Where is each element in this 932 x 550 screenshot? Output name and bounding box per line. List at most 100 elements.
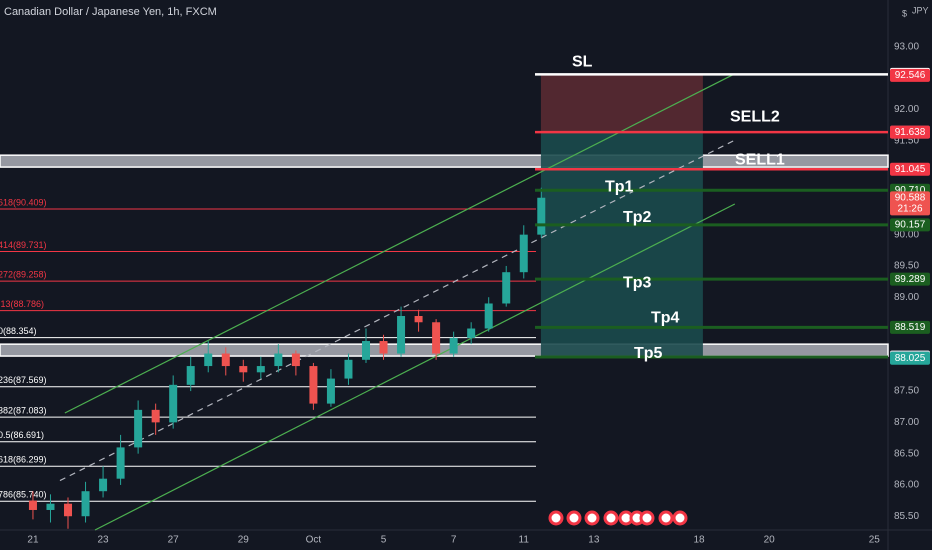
x-tick-label: 21 <box>27 535 39 546</box>
event-icon[interactable] <box>639 510 655 526</box>
y-tick-label: 87.00 <box>894 417 919 428</box>
x-tick-label: 18 <box>693 535 705 546</box>
candle-body <box>46 503 55 510</box>
level-label: SELL1 <box>735 151 785 168</box>
event-icon[interactable] <box>584 510 600 526</box>
fib-label: 618(90.409) <box>0 197 47 207</box>
x-tick-label: 11 <box>519 535 530 546</box>
currency-symbol[interactable]: $ <box>902 8 907 18</box>
price-label-box <box>890 218 930 232</box>
trendline <box>59 139 736 482</box>
fib-label: 0.5(86.691) <box>0 430 44 440</box>
currency[interactable]: JPY <box>912 5 929 15</box>
candle-body <box>449 337 458 354</box>
candle-body <box>64 503 73 517</box>
event-markers <box>548 510 688 526</box>
price-label-box <box>890 191 930 216</box>
candle-body <box>484 303 493 329</box>
level-label: SELL2 <box>730 108 780 125</box>
price-label-box <box>890 351 930 365</box>
plot: 85.5086.0086.5087.0087.5088.0088.5089.00… <box>0 42 930 546</box>
price-label: 90.157 <box>895 219 926 230</box>
x-tick-label: 25 <box>869 535 881 546</box>
candle-body <box>239 366 248 373</box>
y-tick-label: 90.00 <box>894 229 919 240</box>
price-label: 88.519 <box>895 322 926 333</box>
fib-label: 272(89.258) <box>0 269 47 279</box>
price-label-box <box>890 125 930 139</box>
fib-label: .13(88.786) <box>0 299 44 309</box>
x-tick-label: 27 <box>168 535 180 546</box>
level-label: Tp1 <box>605 178 634 195</box>
candle-body <box>99 478 108 492</box>
event-icon[interactable] <box>672 510 688 526</box>
level-label: Tp3 <box>623 274 652 291</box>
x-tick-label: 20 <box>764 535 776 546</box>
candle-body <box>414 315 423 323</box>
candle-body <box>169 384 178 423</box>
candle-body <box>502 272 511 304</box>
y-tick-label: 89.50 <box>894 261 919 272</box>
price-label-box <box>890 162 930 176</box>
candle-body <box>361 341 370 360</box>
price-label: 91.638 <box>895 127 926 138</box>
price-label: 91.045 <box>895 164 926 175</box>
x-tick-label: 7 <box>451 535 457 546</box>
x-tick-label: 23 <box>98 535 110 546</box>
y-tick-label: 85.50 <box>894 511 919 522</box>
x-tick-label: Oct <box>306 535 322 546</box>
candle-body <box>81 491 90 517</box>
zone <box>0 154 889 168</box>
level-label: Tp4 <box>651 310 680 327</box>
price-label: 89.289 <box>895 274 926 285</box>
candle-body <box>519 234 528 273</box>
price-label-box <box>890 272 930 286</box>
candle-body <box>432 322 441 354</box>
candle-body <box>256 366 265 373</box>
x-tick-label: 13 <box>588 535 600 546</box>
event-icon[interactable] <box>603 510 619 526</box>
price-label: 88.025 <box>895 353 926 364</box>
candle-body <box>186 366 195 385</box>
candle-body <box>537 197 546 235</box>
y-tick-label: 86.00 <box>894 480 919 491</box>
candle-body <box>309 366 318 404</box>
event-icon[interactable] <box>566 510 582 526</box>
candle-body <box>116 447 125 479</box>
candle-body <box>291 353 300 367</box>
candle-body <box>379 341 388 354</box>
candle-body <box>326 378 335 404</box>
y-tick-label: 92.00 <box>894 104 919 115</box>
y-tick-label: 91.50 <box>894 135 919 146</box>
fib-label: 0(88.354) <box>0 326 37 336</box>
chart-title: Canadian Dollar / Japanese Yen, 1h, FXCM <box>4 6 217 18</box>
level-label: Tp5 <box>634 345 663 362</box>
candle-body <box>467 328 476 338</box>
fib-label: 236(87.569) <box>0 375 47 385</box>
event-icon[interactable] <box>548 510 564 526</box>
candle-body <box>274 353 283 367</box>
fib-label: 786(85.740) <box>0 490 47 500</box>
x-tick-label: 29 <box>238 535 250 546</box>
trendline <box>64 73 736 414</box>
fib-label: 414(89.731) <box>0 240 47 250</box>
candle-body <box>134 409 143 448</box>
event-icon[interactable] <box>658 510 674 526</box>
position-box <box>540 75 703 133</box>
y-tick-label: 89.00 <box>894 292 919 303</box>
price-label: 90.710 <box>895 185 926 196</box>
candle-body <box>221 353 230 367</box>
price-label: 90.588 <box>895 192 926 203</box>
y-tick-label: 87.50 <box>894 386 919 397</box>
trendline <box>94 203 736 531</box>
fib-label: 382(87.083) <box>0 406 47 416</box>
candle-body <box>151 409 160 423</box>
price-label: 92.546 <box>895 70 926 81</box>
y-tick-label: 86.50 <box>894 448 919 459</box>
price-label-box <box>890 320 930 334</box>
price-label-box <box>890 68 930 82</box>
fib-label: 618(86.299) <box>0 455 47 465</box>
candle-body <box>397 315 406 354</box>
